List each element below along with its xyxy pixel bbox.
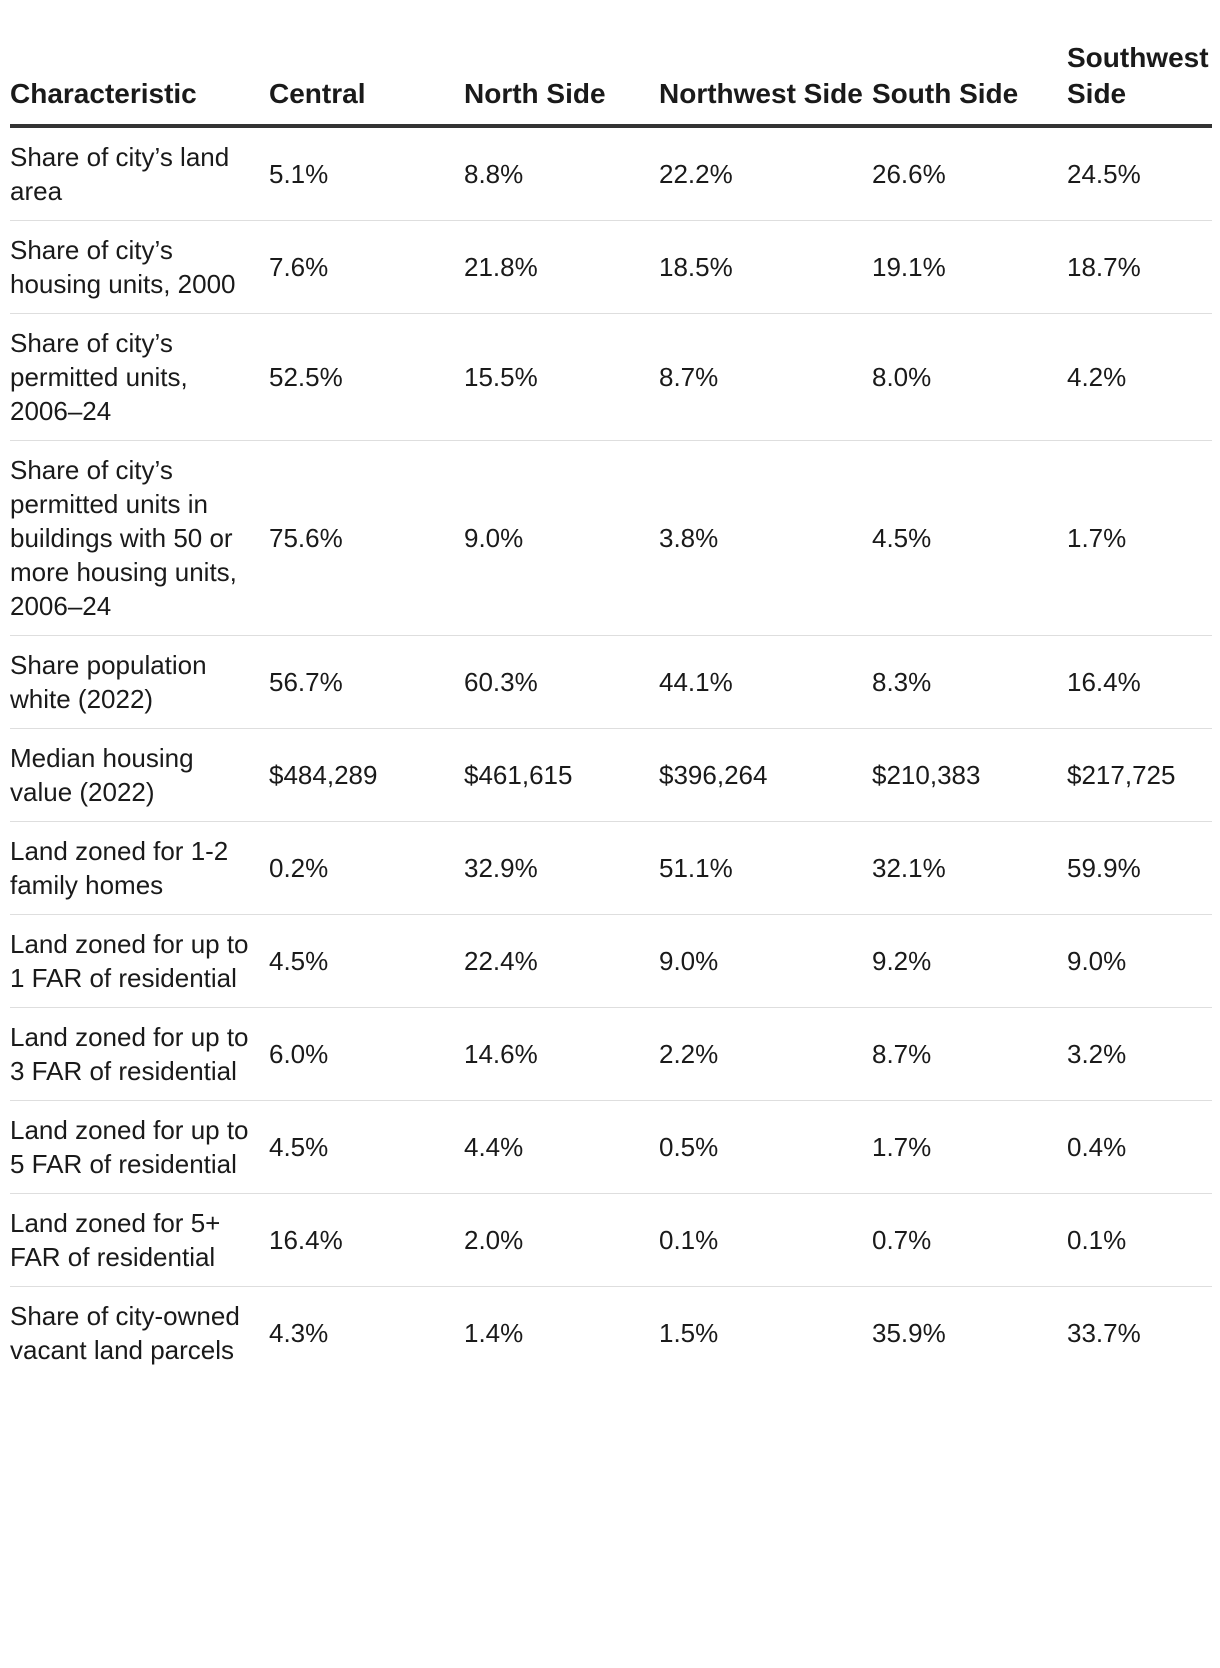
table-row: Land zoned for up to 1 FAR of residentia… [10, 914, 1212, 1008]
cell-southwest-side: 0.1% [1067, 1193, 1212, 1287]
cell-south-side: 8.0% [872, 313, 1067, 441]
cell-northwest-side: 22.2% [659, 126, 872, 221]
cell-north-side: $461,615 [464, 728, 659, 822]
row-label: Land zoned for 1-2 family homes [10, 821, 269, 915]
cell-northwest-side: $396,264 [659, 728, 872, 822]
table-row: Land zoned for 5+ FAR of residential 16.… [10, 1193, 1212, 1287]
cell-northwest-side: 44.1% [659, 635, 872, 729]
cell-northwest-side: 1.5% [659, 1318, 719, 1348]
table-row: Share of city’s permitted units in build… [10, 440, 1212, 636]
table-row: Share of city’s permitted units, 2006–24… [10, 313, 1212, 441]
cell-north-side: 4.4% [464, 1100, 659, 1194]
cell-south-side: 26.6% [872, 126, 1067, 221]
cell-southwest-side: 18.7% [1067, 220, 1212, 314]
table-header: Characteristic Central North Side Northw… [10, 40, 1212, 128]
cell-south-side: 4.5% [872, 440, 1067, 636]
cell-north-side: 14.6% [464, 1007, 659, 1101]
header-characteristic: Characteristic [10, 40, 269, 128]
cell-central: 0.2% [269, 821, 464, 915]
cell-central: 56.7% [269, 635, 464, 729]
table-row: Land zoned for 1-2 family homes 0.2% 32.… [10, 821, 1212, 915]
row-label: Median housing value (2022) [10, 728, 269, 822]
cell-southwest-side: 24.5% [1067, 126, 1212, 221]
row-label: Land zoned for up to 3 FAR of residentia… [10, 1007, 269, 1101]
row-label: Share of city’s housing units, 2000 [10, 220, 269, 314]
cell-northwest-side: 2.2% [659, 1007, 872, 1101]
row-label: Share population white (2022) [10, 635, 269, 729]
header-south-side: South Side [872, 40, 1067, 128]
cell-north-side: 21.8% [464, 220, 659, 314]
row-label: Share of city’s permitted units in build… [10, 440, 269, 636]
cell-central: 6.0% [269, 1007, 464, 1101]
cell-central: 4.5% [269, 914, 464, 1008]
cell-south-side: $210,383 [872, 728, 1067, 822]
table-row: Median housing value (2022) $484,289 $46… [10, 728, 1212, 822]
row-label: Land zoned for 5+ FAR of residential [10, 1193, 269, 1287]
cell-central: 5.1% [269, 126, 464, 221]
cell-northwest-side: 51.1% [659, 821, 872, 915]
cell-northwest-side: 8.7% [659, 313, 872, 441]
table-body: Share of city’s land area 5.1% 8.8% 22.2… [10, 126, 1212, 1379]
cell-south-side: 0.7% [872, 1193, 1067, 1287]
table-row: Share population white (2022) 56.7% 60.3… [10, 635, 1212, 729]
table-row: Land zoned for up to 3 FAR of residentia… [10, 1007, 1212, 1101]
cell-central: 16.4% [269, 1193, 464, 1287]
cell-south-side: 1.7% [872, 1100, 1067, 1194]
cell-northwest-side: 9.0% [659, 914, 872, 1008]
header-southwest-side: Southwest Side [1067, 40, 1212, 128]
row-label: Share of city’s permitted units, 2006–24 [10, 313, 269, 441]
cell-north-side: 60.3% [464, 635, 659, 729]
cell-southwest-side: 0.4% [1067, 1100, 1212, 1194]
row-label: Share of city’s land area [10, 126, 269, 221]
cell-south-side: 32.1% [872, 821, 1067, 915]
cell-southwest-side: 59.9% [1067, 821, 1212, 915]
cell-central: 52.5% [269, 313, 464, 441]
cell-north-side: 9.0% [464, 440, 659, 636]
cell-northwest-side: 0.1% [659, 1193, 872, 1287]
table-row: Share of city’s housing units, 2000 7.6%… [10, 220, 1212, 314]
cell-north-side: 2.0% [464, 1193, 659, 1287]
cell-central: 7.6% [269, 220, 464, 314]
cell-north-side: 1.4% [464, 1318, 524, 1348]
header-central: Central [269, 40, 464, 128]
cell-north-side: 22.4% [464, 914, 659, 1008]
header-northwest-side: Northwest Side [659, 40, 872, 128]
row-label: Share of city-owned vacant land parcels [10, 1301, 240, 1365]
cell-southwest-side: $217,725 [1067, 728, 1212, 822]
table-row: Share of city’s land area 5.1% 8.8% 22.2… [10, 126, 1212, 221]
cell-north-side: 32.9% [464, 821, 659, 915]
row-label: Land zoned for up to 5 FAR of residentia… [10, 1100, 269, 1194]
table-row: Share of city-owned vacant land parcels … [10, 1287, 1212, 1380]
header-north-side: North Side [464, 40, 659, 128]
cell-north-side: 8.8% [464, 126, 659, 221]
cell-northwest-side: 3.8% [659, 440, 872, 636]
cell-north-side: 15.5% [464, 313, 659, 441]
cell-northwest-side: 18.5% [659, 220, 872, 314]
cell-south-side: 19.1% [872, 220, 1067, 314]
cell-central: 4.3% [269, 1318, 329, 1348]
header-row: Characteristic Central North Side Northw… [10, 40, 1212, 128]
data-table: Characteristic Central North Side Northw… [10, 40, 1212, 1379]
cell-southwest-side: 33.7% [1067, 1318, 1141, 1348]
cell-south-side: 8.3% [872, 635, 1067, 729]
cell-southwest-side: 9.0% [1067, 914, 1212, 1008]
cell-southwest-side: 3.2% [1067, 1007, 1212, 1101]
cell-south-side: 9.2% [872, 914, 1067, 1008]
cell-southwest-side: 4.2% [1067, 313, 1212, 441]
cell-northwest-side: 0.5% [659, 1100, 872, 1194]
cell-central: $484,289 [269, 728, 464, 822]
cell-southwest-side: 1.7% [1067, 440, 1212, 636]
row-label: Land zoned for up to 1 FAR of residentia… [10, 914, 269, 1008]
cell-central: 4.5% [269, 1100, 464, 1194]
cell-south-side: 35.9% [872, 1318, 946, 1348]
cell-central: 75.6% [269, 440, 464, 636]
cell-south-side: 8.7% [872, 1007, 1067, 1101]
cell-southwest-side: 16.4% [1067, 635, 1212, 729]
table-row: Land zoned for up to 5 FAR of residentia… [10, 1100, 1212, 1194]
